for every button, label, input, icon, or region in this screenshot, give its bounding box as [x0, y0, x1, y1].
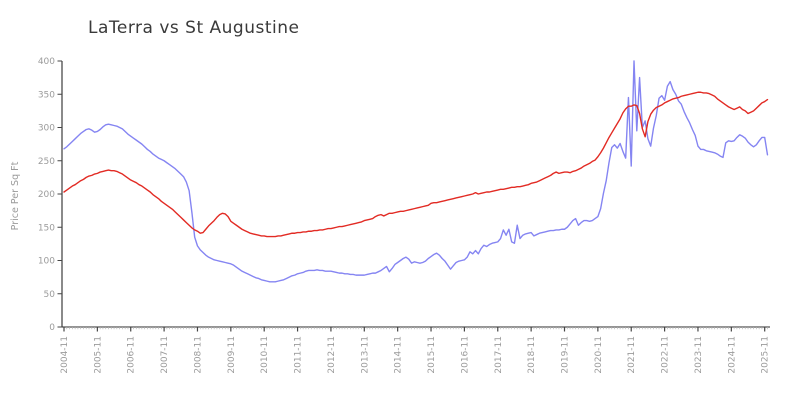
tick-marks	[57, 60, 768, 332]
y-axis-label: Price Per Sq Ft	[10, 161, 21, 230]
x-tick-label: 2010-11	[260, 336, 270, 374]
y-tick-label: 0	[49, 323, 55, 333]
x-tick-label: 2022-11	[661, 336, 671, 374]
y-tick-label: 250	[38, 157, 55, 167]
x-tick-label: 2013-11	[360, 336, 370, 374]
y-tick-label: 350	[38, 90, 55, 100]
x-tick-label: 2024-11	[727, 336, 737, 374]
series-line-laterra	[63, 60, 769, 283]
x-tick-label: 2014-11	[394, 336, 404, 374]
x-tick-label: 2025-11	[761, 336, 771, 374]
series-lines	[63, 60, 769, 283]
axes	[61, 61, 770, 328]
y-tick-label: 150	[38, 223, 55, 233]
y-tick-label: 100	[38, 257, 55, 267]
x-tick-label: 2017-11	[494, 336, 504, 374]
x-tick-label: 2005-11	[93, 336, 103, 374]
y-tick-label: 400	[38, 57, 55, 67]
series-line-st-augustine	[63, 91, 769, 238]
y-tick-label: 300	[38, 124, 55, 134]
x-tick-label: 2012-11	[327, 336, 337, 374]
y-tick-label: 50	[44, 290, 56, 300]
x-tick-label: 2023-11	[694, 336, 704, 374]
x-tick-label: 2008-11	[193, 336, 203, 374]
x-tick-label: 2019-11	[561, 336, 571, 374]
x-tick-label: 2009-11	[227, 336, 237, 374]
x-tick-label: 2004-11	[60, 336, 70, 374]
x-tick-label: 2018-11	[527, 336, 537, 374]
x-tick-label: 2011-11	[294, 336, 304, 374]
x-tick-label: 2020-11	[594, 336, 604, 374]
y-tick-label: 200	[38, 190, 55, 200]
x-tick-label: 2016-11	[460, 336, 470, 374]
chart-title: LaTerra vs St Augustine	[88, 18, 300, 38]
x-tick-label: 2006-11	[127, 336, 137, 374]
tick-labels: 0 50 100 150 200 250 300 350 400 2004-11 2005-11 20…	[38, 57, 771, 374]
axis-spines	[61, 61, 770, 328]
x-tick-label: 2015-11	[427, 336, 437, 374]
x-tick-label: 2021-11	[627, 336, 637, 374]
x-tick-label: 2007-11	[160, 336, 170, 374]
